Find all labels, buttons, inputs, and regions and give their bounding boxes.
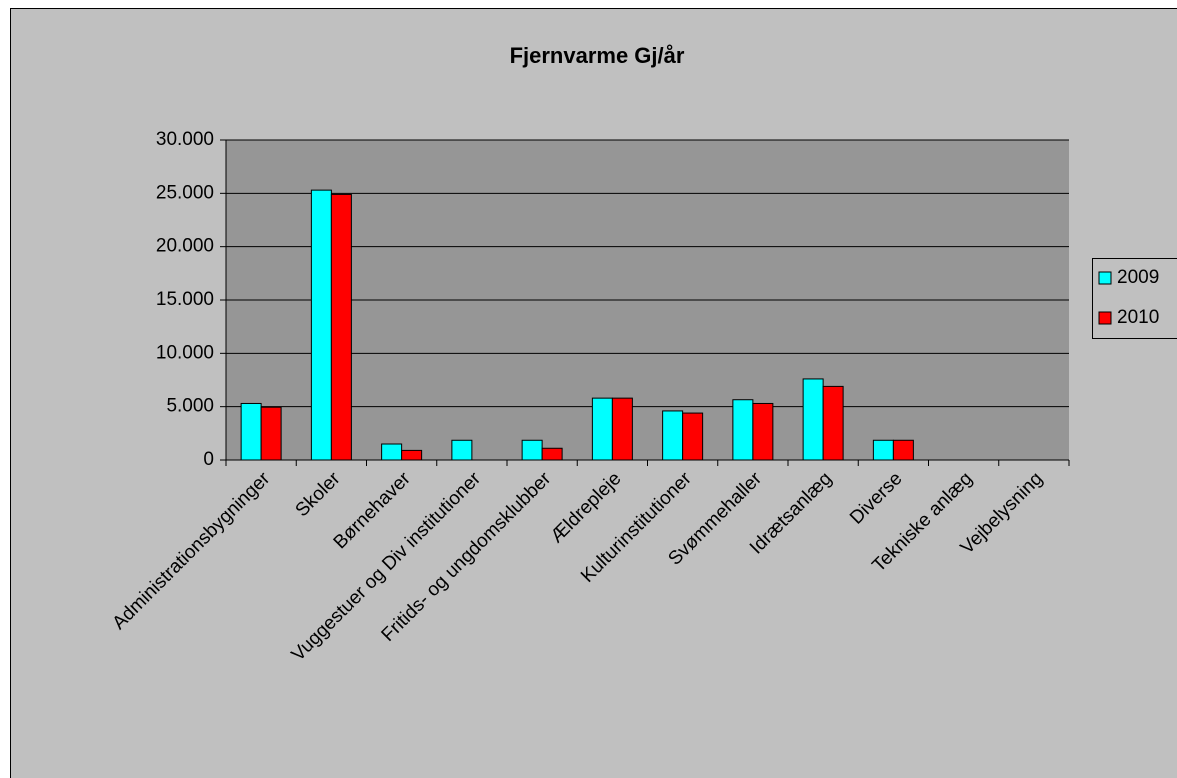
bar [802, 378, 824, 461]
legend-swatch [1098, 311, 1112, 325]
bar [451, 439, 473, 461]
bar [892, 439, 914, 461]
bar [521, 439, 543, 461]
chart-title: Fjernvarme Gj/år [510, 43, 685, 68]
y-tick-label: 25.000 [156, 182, 214, 203]
bar [260, 406, 282, 461]
bar [591, 397, 613, 461]
bar [752, 402, 774, 461]
y-tick-label: 5.000 [166, 396, 214, 417]
bar [822, 385, 844, 461]
legend-label: 2009 [1117, 267, 1159, 288]
bar [662, 410, 684, 461]
y-tick-label: 10.000 [156, 342, 214, 363]
bar [682, 412, 704, 461]
bar [330, 193, 352, 461]
y-tick-label: 30.000 [156, 129, 214, 150]
y-tick-label: 15.000 [156, 289, 214, 310]
bar [732, 399, 754, 461]
bar [541, 447, 563, 461]
legend-label: 2010 [1117, 307, 1159, 328]
bar [240, 402, 262, 461]
legend-swatch [1098, 271, 1112, 285]
y-tick-label: 0 [203, 449, 214, 470]
y-tick-label: 20.000 [156, 236, 214, 257]
bar [381, 443, 403, 461]
bar [872, 439, 894, 461]
bar [611, 397, 633, 461]
bar [401, 449, 423, 461]
bar [310, 189, 332, 461]
